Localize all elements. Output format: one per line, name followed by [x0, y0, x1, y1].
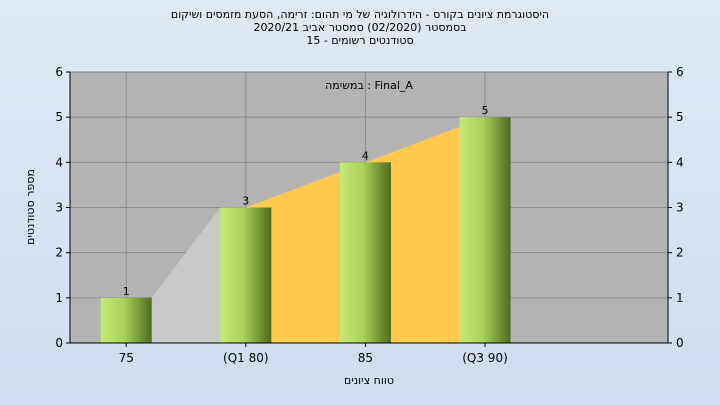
x-tick-label: (Q1 80) [223, 351, 269, 365]
bar-value-label: 5 [482, 104, 489, 117]
chart-title: היסטוגרמת ציונים בקורס - הידרולוגיה של מ… [0, 8, 720, 47]
y-tick-label-right: 0 [676, 336, 684, 350]
bars-layer: 1 3 4 5 [100, 104, 511, 344]
y-tick-label-left: 4 [55, 155, 63, 169]
y-tick-label-left: 3 [55, 201, 63, 215]
x-axis-label: טווח ציונים [344, 374, 394, 387]
y-tick-label-right: 1 [676, 291, 684, 305]
y-tick-label-left: 5 [55, 110, 63, 124]
annotation-label: במשימה : Final_A [325, 79, 413, 92]
x-tick-label: 85 [358, 351, 373, 365]
y-tick-label-right: 4 [676, 155, 684, 169]
chart-title-line-1: היסטוגרמת ציונים בקורס - הידרולוגיה של מ… [170, 8, 550, 21]
y-axis-label: מספר סטודנטים [24, 169, 37, 245]
y-tick-label-left: 0 [55, 336, 63, 350]
y-tick-label-left: 2 [55, 246, 63, 260]
bar-(Q1 80) [220, 207, 272, 343]
chart-title-line-2: בסמסטר (02/2020) סמסטר אביב 2020/21 [253, 21, 467, 34]
x-tick-label: (Q3 90) [462, 351, 508, 365]
bar-(Q3 90) [459, 117, 511, 344]
y-tick-label-right: 5 [676, 110, 684, 124]
axes: 0 0 1 1 2 2 3 3 4 4 5 5 6 6 75 (Q1 80) 85 (Q3 90) [55, 65, 683, 365]
area-segment-1 [151, 207, 221, 343]
bar-85 [339, 162, 391, 343]
y-tick-label-right: 6 [676, 65, 684, 79]
y-tick-label-left: 6 [55, 65, 63, 79]
bar-value-label: 1 [123, 285, 130, 298]
x-tick-label: 75 [119, 351, 134, 365]
bar-75 [100, 297, 152, 343]
bar-value-label: 3 [242, 195, 249, 208]
y-tick-label-left: 1 [55, 291, 63, 305]
y-tick-label-right: 2 [676, 246, 684, 260]
bar-value-label: 4 [362, 149, 369, 162]
chart-title-line-3: סטודנטים רשומים - 15 [306, 34, 414, 47]
y-tick-label-right: 3 [676, 201, 684, 215]
